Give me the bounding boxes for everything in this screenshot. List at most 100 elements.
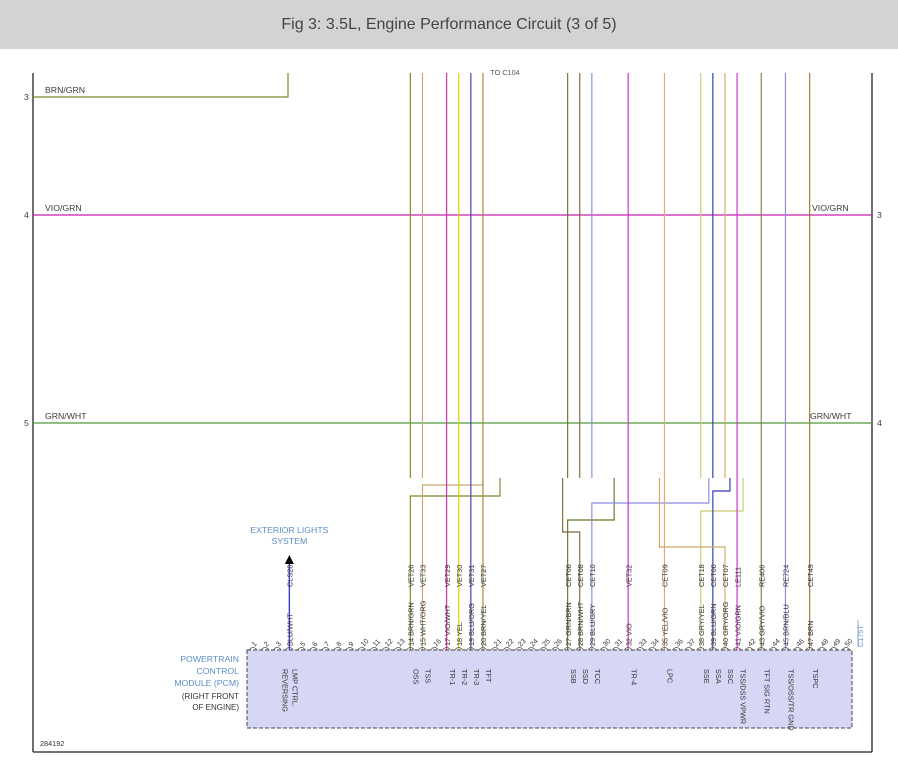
svg-text:SSE: SSE bbox=[702, 669, 711, 684]
svg-text:SSB: SSB bbox=[569, 669, 578, 684]
svg-text:VET31: VET31 bbox=[467, 565, 476, 587]
svg-text:33: 33 bbox=[638, 638, 649, 649]
svg-text:LPC: LPC bbox=[666, 669, 675, 683]
svg-text:RE406: RE406 bbox=[757, 565, 766, 587]
svg-text:20 BRN/YEL: 20 BRN/YEL bbox=[479, 605, 488, 646]
svg-text:32 VIO: 32 VIO bbox=[624, 623, 633, 646]
svg-text:10: 10 bbox=[360, 638, 371, 649]
svg-text:TSS/OSS/TR GND: TSS/OSS/TR GND bbox=[787, 669, 796, 731]
svg-text:43 GRY/VIO: 43 GRY/VIO bbox=[757, 605, 766, 646]
svg-text:BRN/GRN: BRN/GRN bbox=[45, 85, 85, 95]
svg-text:29 BLU/GRY: 29 BLU/GRY bbox=[588, 604, 597, 646]
svg-text:11: 11 bbox=[372, 638, 382, 648]
svg-text:50: 50 bbox=[844, 638, 855, 649]
svg-text:VET32: VET32 bbox=[624, 565, 633, 587]
svg-text:GRN/WHT: GRN/WHT bbox=[810, 411, 852, 421]
svg-text:26: 26 bbox=[554, 638, 565, 649]
svg-text:RE724: RE724 bbox=[782, 565, 791, 587]
svg-text:POWERTRAIN: POWERTRAIN bbox=[180, 654, 239, 664]
svg-text:42: 42 bbox=[747, 638, 758, 649]
svg-text:TFT SIG RTN: TFT SIG RTN bbox=[762, 669, 771, 714]
svg-text:5: 5 bbox=[24, 418, 29, 428]
svg-text:CET08: CET08 bbox=[576, 564, 585, 587]
svg-text:OSS: OSS bbox=[412, 669, 421, 685]
svg-text:CET09: CET09 bbox=[661, 564, 670, 587]
svg-text:TCC: TCC bbox=[593, 669, 602, 684]
svg-text:TSS/DSS VPWR: TSS/DSS VPWR bbox=[738, 669, 747, 724]
svg-text:CET07: CET07 bbox=[721, 564, 730, 587]
svg-text:C175T: C175T bbox=[856, 625, 865, 647]
svg-text:TSS: TSS bbox=[424, 669, 433, 683]
svg-text:SYSTEM: SYSTEM bbox=[271, 536, 307, 546]
svg-text:CET06: CET06 bbox=[709, 564, 718, 587]
svg-text:VET30: VET30 bbox=[455, 565, 464, 587]
svg-text:284192: 284192 bbox=[40, 739, 64, 748]
svg-text:4: 4 bbox=[24, 210, 29, 220]
svg-text:39 BLU/GRN: 39 BLU/GRN bbox=[709, 603, 718, 646]
svg-text:VET33: VET33 bbox=[419, 565, 428, 587]
svg-text:LE111: LE111 bbox=[733, 567, 742, 587]
svg-text:VET26: VET26 bbox=[407, 565, 416, 587]
svg-text:17 VIO/WHT: 17 VIO/WHT bbox=[443, 604, 452, 646]
svg-text:OF ENGINE): OF ENGINE) bbox=[192, 703, 239, 712]
svg-text:27 GRN/BRN: 27 GRN/BRN bbox=[564, 602, 573, 646]
svg-text:GRN/WHT: GRN/WHT bbox=[45, 411, 87, 421]
svg-text:49: 49 bbox=[832, 638, 843, 649]
svg-text:VET29: VET29 bbox=[443, 565, 452, 587]
svg-text:SSA: SSA bbox=[714, 669, 723, 684]
svg-text:CONTROL: CONTROL bbox=[197, 666, 240, 676]
svg-text:47 BRN: 47 BRN bbox=[806, 620, 815, 646]
svg-text:SSD: SSD bbox=[581, 669, 590, 684]
svg-text:VIO/GRN: VIO/GRN bbox=[812, 203, 849, 213]
svg-text:48: 48 bbox=[820, 638, 831, 649]
svg-text:12: 12 bbox=[384, 638, 395, 649]
svg-text:CET06: CET06 bbox=[564, 564, 573, 587]
svg-text:REVERSING: REVERSING bbox=[280, 669, 289, 712]
svg-text:CET49: CET49 bbox=[806, 564, 815, 587]
svg-text:TFT: TFT bbox=[484, 669, 493, 683]
svg-text:TR-4: TR-4 bbox=[629, 669, 638, 685]
svg-text:28 BRN/WHT: 28 BRN/WHT bbox=[576, 601, 585, 646]
svg-text:TR-1: TR-1 bbox=[448, 669, 457, 685]
svg-text:CET18: CET18 bbox=[697, 564, 706, 587]
svg-text:13: 13 bbox=[396, 638, 407, 649]
svg-text:40 GRY/ORG: 40 GRY/ORG bbox=[721, 601, 730, 646]
svg-text:BLU/WHT: BLU/WHT bbox=[286, 613, 295, 646]
svg-text:EXTERIOR LIGHTS: EXTERIOR LIGHTS bbox=[250, 525, 328, 535]
svg-text:(RIGHT FRONT: (RIGHT FRONT bbox=[182, 692, 239, 701]
svg-text:SSC: SSC bbox=[726, 669, 735, 684]
svg-text:44: 44 bbox=[771, 638, 782, 649]
svg-text:4: 4 bbox=[877, 418, 882, 428]
svg-text:21: 21 bbox=[493, 638, 504, 649]
svg-text:22: 22 bbox=[505, 638, 516, 649]
svg-text:CET10: CET10 bbox=[588, 564, 597, 587]
svg-text:TR-3: TR-3 bbox=[472, 669, 481, 685]
svg-text:38 GRY/YEL: 38 GRY/YEL bbox=[697, 604, 706, 646]
svg-text:MODULE (PCM): MODULE (PCM) bbox=[174, 678, 239, 688]
svg-text:16: 16 bbox=[433, 638, 444, 649]
svg-text:37: 37 bbox=[687, 638, 698, 649]
svg-text:36: 36 bbox=[675, 638, 686, 649]
svg-text:24: 24 bbox=[529, 638, 540, 649]
svg-text:CLS28: CLS28 bbox=[286, 565, 295, 587]
svg-text:18 YEL: 18 YEL bbox=[455, 622, 464, 646]
svg-text:LMP CTRL.: LMP CTRL. bbox=[291, 669, 300, 707]
svg-text:3: 3 bbox=[877, 210, 882, 220]
svg-text:14 BRN/GRN: 14 BRN/GRN bbox=[407, 602, 416, 646]
svg-text:TSPC: TSPC bbox=[811, 669, 820, 688]
svg-text:46: 46 bbox=[796, 638, 807, 649]
svg-text:25: 25 bbox=[541, 638, 552, 649]
svg-text:3: 3 bbox=[24, 92, 29, 102]
svg-text:31: 31 bbox=[614, 638, 625, 649]
svg-text:41 VIO/GRN: 41 VIO/GRN bbox=[733, 605, 742, 646]
svg-text:34: 34 bbox=[650, 638, 661, 649]
svg-text:15 WHT/ORG: 15 WHT/ORG bbox=[419, 600, 428, 646]
svg-text:TR-2: TR-2 bbox=[460, 669, 469, 685]
svg-text:35 YEL/VIO: 35 YEL/VIO bbox=[661, 607, 670, 646]
svg-text:45 BRN/BLU: 45 BRN/BLU bbox=[782, 604, 791, 646]
svg-text:VIO/GRN: VIO/GRN bbox=[45, 203, 82, 213]
svg-text:19 BLU/ORG: 19 BLU/ORG bbox=[467, 603, 476, 646]
svg-text:30: 30 bbox=[602, 638, 613, 649]
svg-text:TO C104: TO C104 bbox=[490, 68, 519, 77]
svg-text:23: 23 bbox=[517, 638, 528, 649]
